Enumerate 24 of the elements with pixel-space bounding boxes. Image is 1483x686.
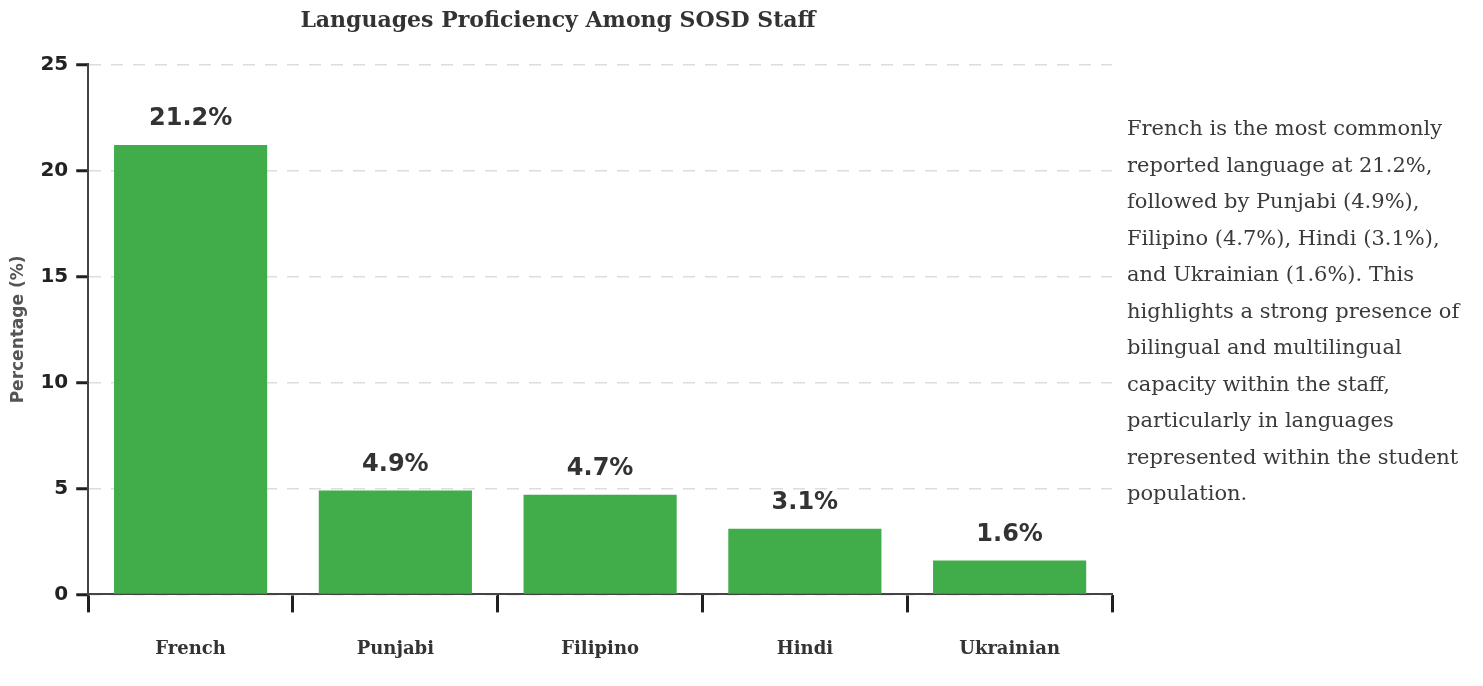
x-tick-label: Punjabi xyxy=(356,636,435,658)
y-tick-label: 20 xyxy=(40,156,69,181)
y-tick-label: 5 xyxy=(54,474,69,499)
bar xyxy=(114,144,268,594)
y-tick-label: 15 xyxy=(40,262,69,287)
x-tick-label: Ukrainian xyxy=(959,636,1061,658)
y-axis-title: Percentage (%) xyxy=(6,255,27,404)
text: French is the most commonly reported language at 21.2%, followed by Punjabi (4.9%), Filipino (4.7%), Hindi (3.1%), and Ukrainian (1.6%). This highlights a strong presence of bilingual and multilingual capacity within the staff, particularly in languages represented within the student population. xyxy=(1127,116,1460,505)
y-tick-label: 10 xyxy=(40,368,69,393)
data-label: 4.7% xyxy=(566,452,634,481)
data-label: 1.6% xyxy=(976,518,1043,547)
data-label: 3.1% xyxy=(771,486,839,515)
x-tick-label: French xyxy=(155,636,226,658)
bar xyxy=(728,528,882,594)
x-tick-label: Hindi xyxy=(776,636,834,658)
data-label: 21.2% xyxy=(148,103,233,132)
chart-title: Languages Proficiency Among SOSD Staff xyxy=(300,5,818,32)
bar xyxy=(933,560,1087,594)
y-tick-label: 0 xyxy=(54,580,69,605)
x-tick-label: Filipino xyxy=(561,636,640,658)
bar xyxy=(318,490,472,594)
bar xyxy=(523,494,677,594)
y-tick-label: 25 xyxy=(40,50,69,75)
data-label: 4.9% xyxy=(362,448,429,477)
